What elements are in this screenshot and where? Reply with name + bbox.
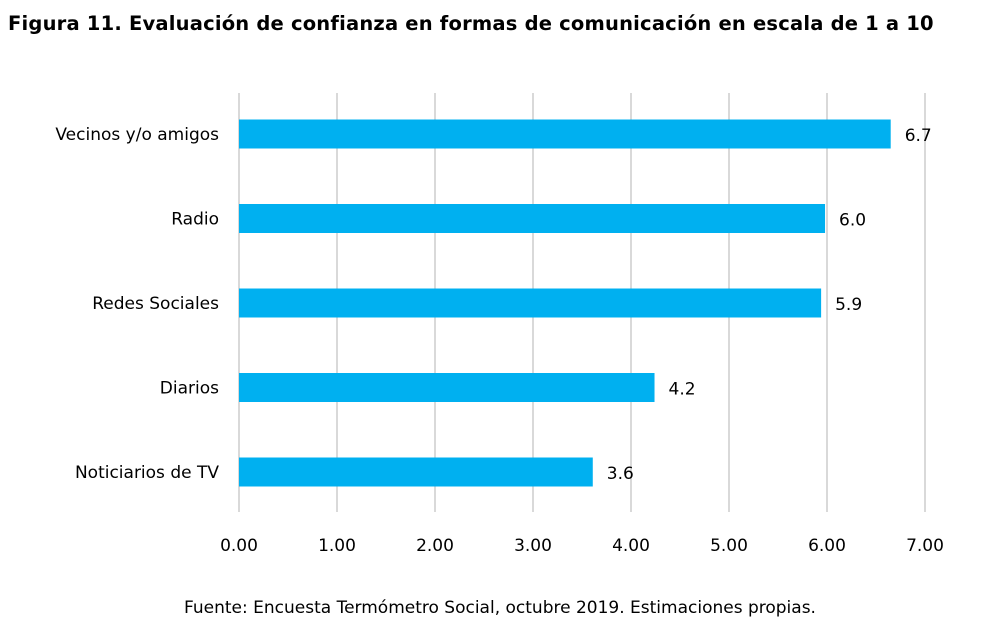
- bar: [239, 204, 826, 233]
- x-tick-label: 4.00: [612, 536, 650, 556]
- figure-label: Figura 11: [8, 12, 115, 35]
- category-label: Radio: [171, 210, 219, 230]
- bar-chart: 0.00 1.00 2.00 3.00 4.00 5.00 6.00 7.00 Vecinos …: [55, 93, 944, 556]
- figure-title-text: . Evaluación de confianza en formas de c…: [114, 12, 934, 35]
- x-tick-label: 7.00: [906, 536, 944, 556]
- data-label: 6.0: [839, 211, 866, 231]
- labels: 0.00 1.00 2.00 3.00 4.00 5.00 6.00 7.00 Vecinos …: [55, 125, 944, 556]
- category-label: Noticiarios de TV: [75, 463, 219, 483]
- x-tick-label: 2.00: [416, 536, 454, 556]
- x-tick-label: 3.00: [514, 536, 552, 556]
- x-tick-label: 0.00: [220, 536, 258, 556]
- source-note: Fuente: Encuesta Termómetro Social, octu…: [184, 598, 816, 618]
- x-tick-label: 6.00: [808, 536, 846, 556]
- data-label: 3.6: [607, 464, 634, 484]
- bar: [239, 457, 593, 487]
- gridlines: [238, 93, 926, 512]
- x-tick-label: 1.00: [318, 536, 356, 556]
- data-label: 6.7: [905, 126, 932, 146]
- bar: [239, 119, 891, 149]
- data-label: 5.9: [835, 295, 862, 315]
- bars: [239, 119, 891, 487]
- chart-title: Figura 11. Evaluación de confianza en fo…: [8, 12, 998, 35]
- category-label: Vecinos y/o amigos: [55, 125, 219, 145]
- x-tick-label: 5.00: [710, 536, 748, 556]
- category-label: Redes Sociales: [92, 294, 219, 314]
- category-label: Diarios: [160, 379, 219, 399]
- data-label: 4.2: [669, 380, 696, 400]
- bar: [239, 373, 655, 402]
- bar: [239, 288, 822, 318]
